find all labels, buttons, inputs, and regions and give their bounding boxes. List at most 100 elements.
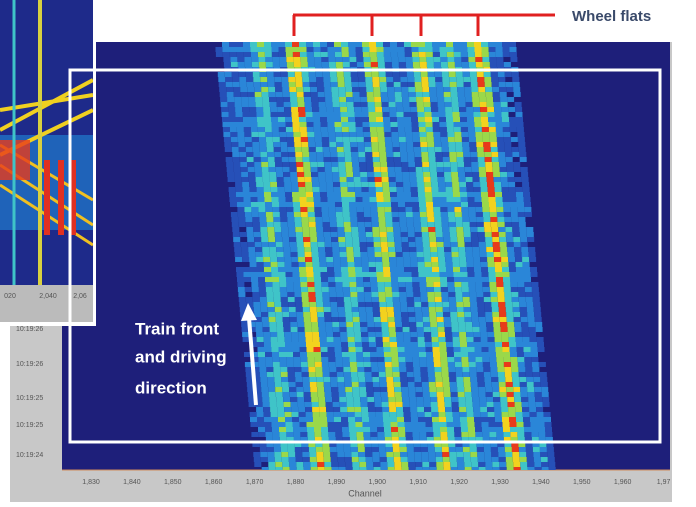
heat-cell [332,247,340,252]
heat-cell [291,262,299,267]
heat-cell [283,327,291,332]
heat-cell [408,467,416,470]
heat-cell [283,397,291,402]
heat-cell [308,367,316,372]
heat-cell [436,92,444,97]
heat-cell [351,382,359,387]
heat-cell [243,52,251,57]
heat-cell [383,422,391,427]
heat-cell [464,237,472,242]
heat-cell [536,337,544,342]
heat-cell [398,207,406,212]
heat-cell [368,107,376,112]
heat-cell [371,147,379,152]
heat-cell [264,417,271,422]
heat-cell [457,462,465,467]
heat-cell [373,242,381,247]
heat-cell [450,462,458,467]
heat-cell [331,387,339,392]
heat-cell [471,392,479,397]
heat-cell [371,372,379,377]
heat-cell [402,97,410,102]
heat-cell [459,107,467,112]
heat-cell [288,152,296,157]
heat-cell [306,117,313,122]
heat-cell [441,447,449,452]
heat-cell [252,142,260,147]
heat-cell [278,197,286,202]
heat-cell [501,337,509,342]
heat-cell [373,87,381,92]
heat-cell [419,352,426,357]
heat-cell [313,127,321,132]
heat-cell [265,287,273,292]
heat-cell [261,317,269,322]
heat-cell [370,62,378,67]
heat-cell [382,337,390,342]
heat-cell [334,197,342,202]
heat-cell [303,87,311,92]
heat-cell [346,397,354,402]
heat-cell [356,62,364,67]
heat-cell [539,442,547,447]
heat-cell [351,77,359,82]
heat-cell [413,367,421,372]
heat-cell [332,97,340,102]
heat-cell [530,417,537,422]
heat-cell [388,97,396,102]
heat-cell [319,407,327,412]
heat-cell [518,442,526,447]
heat-cell [451,402,459,407]
heat-cell [228,107,236,112]
heat-cell [351,452,359,457]
heat-cell [387,92,395,97]
heat-cell [447,437,455,442]
heat-cell [348,127,356,132]
heat-cell [271,347,279,352]
heat-cell [377,352,384,357]
heat-cell [375,182,383,187]
heat-cell [366,92,374,97]
heat-cell [394,92,402,97]
heat-cell [305,112,313,117]
heat-cell [446,192,453,197]
heat-cell [239,157,247,162]
heat-cell [526,227,534,232]
heat-cell [454,362,462,367]
heat-cell [279,282,287,287]
heat-cell [380,462,388,467]
heat-cell [426,432,434,437]
heat-cell [415,392,423,397]
heat-cell [437,177,445,182]
heat-cell [288,227,296,232]
heat-cell [374,177,382,182]
heat-cell [389,407,397,412]
heat-cell [447,427,454,432]
heat-cell [283,177,291,182]
heat-cell [282,387,290,392]
heat-cell [291,337,299,342]
heat-cell [372,77,380,82]
heat-cell [489,287,497,292]
heat-cell [346,172,354,177]
heat-cell [391,277,398,282]
heat-cell [258,137,266,142]
heat-cell [242,107,250,112]
heat-cell [297,97,305,102]
heat-cell [504,72,512,77]
heat-cell [396,182,404,187]
heat-cell [435,152,443,157]
heat-cell [300,132,308,137]
heat-cell [498,382,506,387]
heat-cell [407,232,415,237]
heat-cell [334,422,342,427]
heat-cell [539,447,547,452]
heat-cell [363,282,371,287]
heat-cell [503,282,511,287]
heat-cell [316,382,324,387]
heat-cell [388,402,396,407]
heat-cell [290,322,298,327]
heat-cell [391,202,398,207]
heat-cell [492,162,500,167]
heat-cell [331,242,339,247]
